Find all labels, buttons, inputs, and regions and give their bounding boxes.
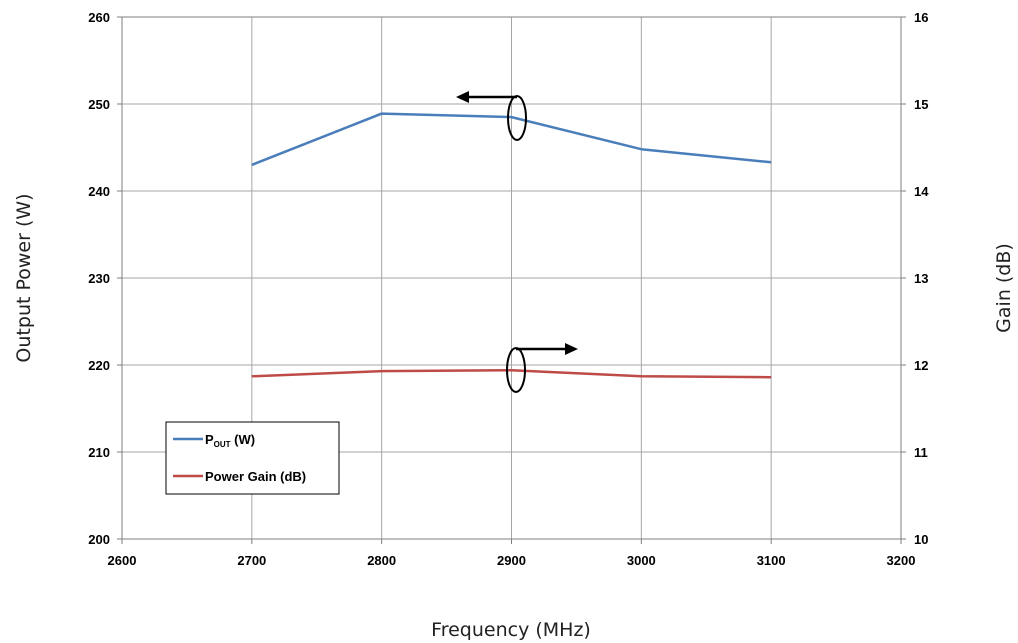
legend-label-pout: POUT (W) [205,432,255,449]
x-tick-label: 2800 [367,553,396,568]
annotation-left-axis-indicator [456,91,527,141]
legend: POUT (W) Power Gain (dB) [165,421,340,495]
y2-tick-label: 14 [914,184,929,199]
arrow-right-head-icon [565,343,578,355]
y2-axis-title: Gain (dB) [993,243,1015,333]
x-axis-title: Frequency (MHz) [431,619,591,641]
y-tick-label: 200 [88,532,110,547]
y-tick-label: 250 [88,97,110,112]
y2-tick-label: 16 [914,10,928,25]
x-tick-label: 2900 [497,553,526,568]
y2-tick-label: 12 [914,358,928,373]
x-tick-label: 2600 [108,553,137,568]
legend-box [165,421,340,495]
x-tick-label: 3200 [887,553,916,568]
y-tick-label: 220 [88,358,110,373]
annotation-right-axis-indicator [506,343,578,393]
y-tick-labels: 200 210 220 230 240 250 260 [88,10,122,547]
arrow-left-head-icon [456,91,469,103]
y2-tick-labels: 10 11 12 13 14 15 16 [901,10,929,547]
y-axis-title: Output Power (W) [13,193,35,362]
y2-tick-label: 11 [914,445,928,460]
y2-tick-label: 13 [914,271,928,286]
series-lines [251,112,772,379]
y2-tick-label: 10 [914,532,928,547]
y-tick-label: 240 [88,184,110,199]
legend-label-gain: Power Gain (dB) [205,469,306,484]
y-tick-label: 260 [88,10,110,25]
y-tick-label: 230 [88,271,110,286]
x-tick-label: 3100 [757,553,786,568]
x-tick-label: 3000 [627,553,656,568]
y-tick-label: 210 [88,445,110,460]
y2-tick-label: 15 [914,97,928,112]
x-tick-label: 2700 [237,553,266,568]
x-tick-labels: 2600 2700 2800 2900 3000 3100 3200 [108,539,916,568]
